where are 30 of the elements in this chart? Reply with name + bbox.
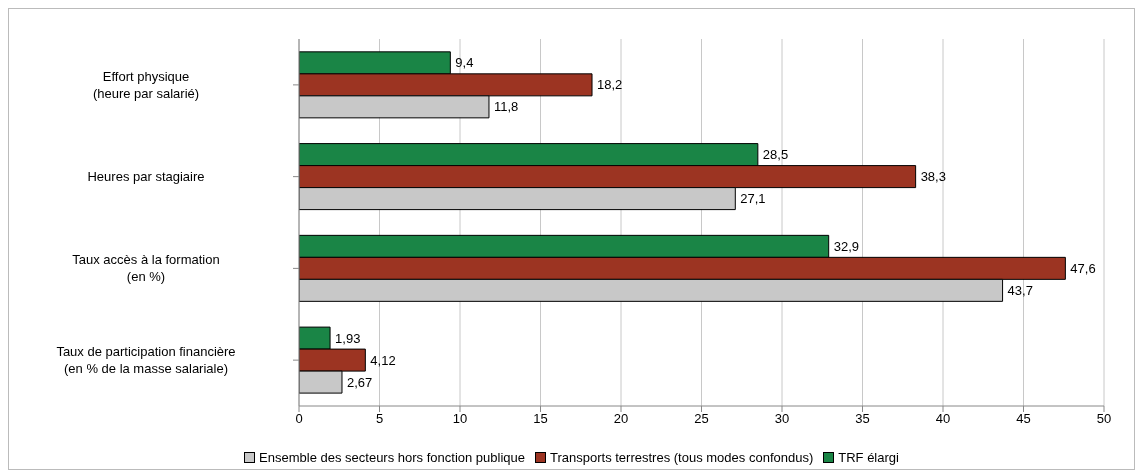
data-label: 28,5	[762, 147, 789, 163]
data-label: 18,2	[597, 77, 623, 93]
x-tick-label: 45	[1016, 411, 1031, 427]
x-tick-label: 5	[375, 411, 384, 427]
data-label: 2,67	[346, 374, 373, 390]
data-label: 11,8	[493, 99, 519, 115]
data-label: 9,4	[455, 55, 474, 71]
x-tick-label: 30	[774, 411, 790, 427]
data-label: 1,93	[335, 330, 361, 346]
y-tick-label: Effort physique (heure par salarié)	[92, 68, 200, 101]
data-label: 32,9	[833, 238, 859, 254]
y-tick-label: Heures par stagiaire	[87, 168, 205, 184]
data-label: 47,6	[1070, 260, 1096, 276]
data-label: 38,3	[920, 169, 946, 185]
x-tick-label: 10	[452, 411, 468, 427]
y-tick-label: Taux accès à la formation (en %)	[72, 252, 220, 285]
legend-label: Ensemble des secteurs hors fonction publique	[258, 450, 525, 465]
legend-label: Transports terrestres (tous modes confondus)	[549, 450, 814, 465]
x-tick-label: 50	[1096, 411, 1112, 427]
y-tick-label: Taux de participation financière (en % de la masse salariale)	[56, 344, 236, 377]
x-tick-label: 15	[533, 411, 548, 427]
x-tick-label: 40	[935, 411, 951, 427]
data-label: 43,7	[1007, 282, 1033, 298]
x-tick-label: 0	[295, 411, 303, 427]
data-label: 27,1	[740, 191, 766, 207]
x-tick-label: 25	[694, 411, 709, 427]
x-tick-label: 20	[613, 411, 629, 427]
data-label: 4,12	[370, 352, 396, 368]
legend-label: TRF élargi	[837, 450, 899, 465]
x-tick-label: 35	[855, 411, 870, 427]
